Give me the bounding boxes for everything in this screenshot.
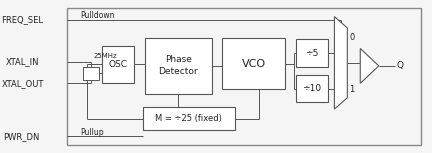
Text: VCO: VCO: [241, 59, 266, 69]
Text: Pullup: Pullup: [80, 128, 104, 137]
Text: 0: 0: [349, 33, 355, 42]
Bar: [295, 39, 328, 67]
Text: OSC: OSC: [108, 60, 127, 69]
Text: ÷5: ÷5: [305, 49, 318, 58]
Text: PWR_DN: PWR_DN: [3, 132, 39, 141]
Text: M = ÷25 (fixed): M = ÷25 (fixed): [156, 114, 222, 123]
Text: Q: Q: [397, 61, 404, 70]
Bar: [102, 46, 134, 83]
Bar: [145, 38, 212, 94]
Text: 1: 1: [349, 85, 355, 94]
Text: 25MHz: 25MHz: [93, 53, 117, 59]
Text: Phase
Detector: Phase Detector: [159, 56, 198, 76]
Text: Pulldown: Pulldown: [80, 11, 115, 20]
Bar: [222, 38, 285, 89]
Bar: [295, 75, 328, 102]
Bar: [143, 107, 235, 130]
Polygon shape: [360, 49, 379, 83]
Bar: [83, 67, 99, 80]
Text: ÷10: ÷10: [302, 84, 321, 93]
Bar: [67, 8, 420, 145]
Text: XTAL_IN: XTAL_IN: [6, 58, 39, 67]
Text: XTAL_OUT: XTAL_OUT: [2, 79, 44, 88]
Polygon shape: [334, 17, 347, 109]
Text: FREQ_SEL: FREQ_SEL: [2, 15, 44, 24]
